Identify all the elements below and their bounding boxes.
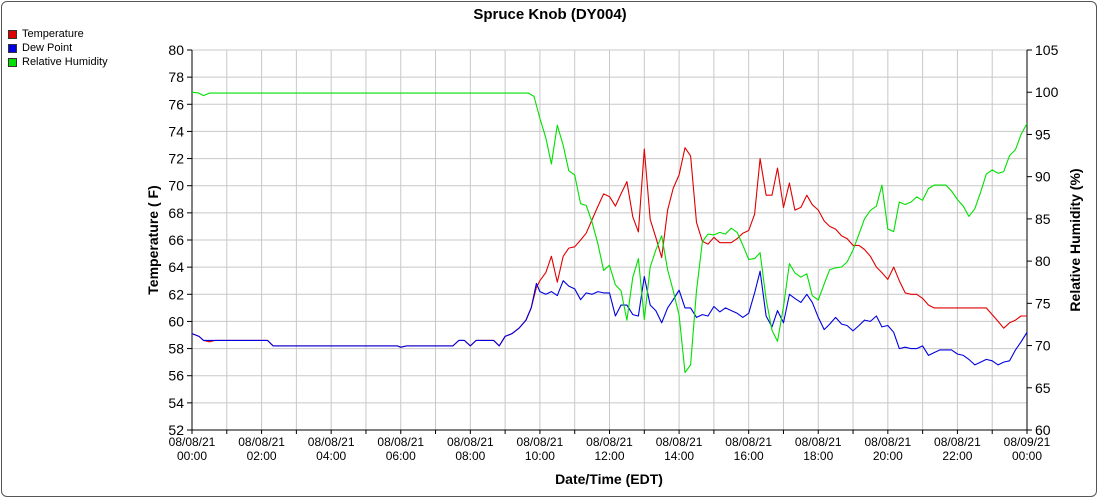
y-tick-label: 78 [168, 69, 184, 85]
series-layer [191, 91, 1028, 374]
y-tick-label: 56 [168, 368, 184, 384]
y-tick-label: 76 [168, 96, 184, 112]
legend-label-dew-point: Dew Point [22, 42, 73, 54]
y-tick-label: 60 [168, 313, 184, 329]
legend-swatch-temperature [8, 29, 17, 39]
grid [191, 49, 1028, 431]
legend-swatch-relative-humidity [8, 57, 17, 67]
x-tick-label-date: 08/08/21 [377, 435, 424, 449]
legend-item-temperature: Temperature [8, 27, 108, 41]
chart-title: Spruce Knob (DY004) [473, 6, 626, 23]
y2-tick-label: 75 [1035, 295, 1051, 311]
x-tick-label-time: 18:00 [803, 449, 833, 463]
y2-tick-label: 65 [1035, 380, 1051, 396]
series-line-dew-point [191, 270, 1028, 366]
y2-tick-label: 100 [1035, 84, 1059, 100]
series-line-relative-humidity [191, 91, 1028, 374]
legend-item-dew-point: Dew Point [8, 41, 108, 55]
x-axis-title: Date/Time (EDT) [555, 471, 663, 487]
x-tick-label-time: 06:00 [386, 449, 416, 463]
x-tick-label-time: 14:00 [664, 449, 694, 463]
x-tick-label-date: 08/08/21 [169, 435, 216, 449]
x-tick-label-time: 02:00 [247, 449, 277, 463]
y-tick-label: 58 [168, 341, 184, 357]
x-tick-label-date: 08/08/21 [656, 435, 703, 449]
x-tick-label-date: 08/08/21 [238, 435, 285, 449]
y-tick-label: 66 [168, 232, 184, 248]
legend-label-relative-humidity: Relative Humidity [22, 56, 108, 68]
x-tick-label-date: 08/08/21 [934, 435, 981, 449]
axes: 52 54 56 58 60 62 64 66 68 70 72 74 76 78 80 60 65 70 75 80… [168, 42, 1058, 463]
x-tick-label-date: 08/09/21 [1004, 435, 1051, 449]
y2-tick-label: 90 [1035, 169, 1051, 185]
y2-tick-label: 85 [1035, 211, 1051, 227]
x-tick-label-date: 08/08/21 [795, 435, 842, 449]
legend-swatch-dew-point [8, 43, 17, 53]
y2-tick-label: 95 [1035, 126, 1051, 142]
y2-tick-label: 105 [1035, 42, 1059, 58]
y-tick-label: 70 [168, 178, 184, 194]
x-tick-label-time: 12:00 [594, 449, 624, 463]
y-tick-label: 68 [168, 205, 184, 221]
x-tick-label-time: 16:00 [734, 449, 764, 463]
y-tick-label: 64 [168, 259, 184, 275]
y2-axis-title: Relative Humidity (%) [1067, 168, 1083, 311]
y-axis-title: Temperature ( F) [145, 185, 161, 294]
y-tick-label: 54 [168, 395, 184, 411]
x-tick-label-time: 00:00 [1012, 449, 1042, 463]
x-tick-label-date: 08/08/21 [308, 435, 355, 449]
x-tick-label-time: 04:00 [316, 449, 346, 463]
y-tick-label: 62 [168, 286, 184, 302]
x-tick-label-date: 08/08/21 [447, 435, 494, 449]
y2-tick-label: 80 [1035, 253, 1051, 269]
x-tick-label-time: 10:00 [525, 449, 555, 463]
y-tick-label: 80 [168, 42, 184, 58]
y-tick-label: 52 [168, 422, 184, 438]
x-tick-label-time: 22:00 [942, 449, 972, 463]
x-tick-label-date: 08/08/21 [586, 435, 633, 449]
y2-tick-label: 60 [1035, 422, 1051, 438]
legend-label-temperature: Temperature [22, 28, 84, 40]
x-tick-label-date: 08/08/21 [725, 435, 772, 449]
y-tick-label: 72 [168, 151, 184, 167]
x-tick-label-time: 00:00 [177, 449, 207, 463]
y2-tick-label: 70 [1035, 338, 1051, 354]
x-tick-label-date: 08/08/21 [864, 435, 911, 449]
legend: Temperature Dew Point Relative Humidity [8, 27, 108, 69]
x-tick-label-time: 20:00 [873, 449, 903, 463]
legend-item-relative-humidity: Relative Humidity [8, 55, 108, 69]
x-tick-label-time: 08:00 [455, 449, 485, 463]
y-tick-label: 74 [168, 123, 184, 139]
x-tick-label-date: 08/08/21 [517, 435, 564, 449]
